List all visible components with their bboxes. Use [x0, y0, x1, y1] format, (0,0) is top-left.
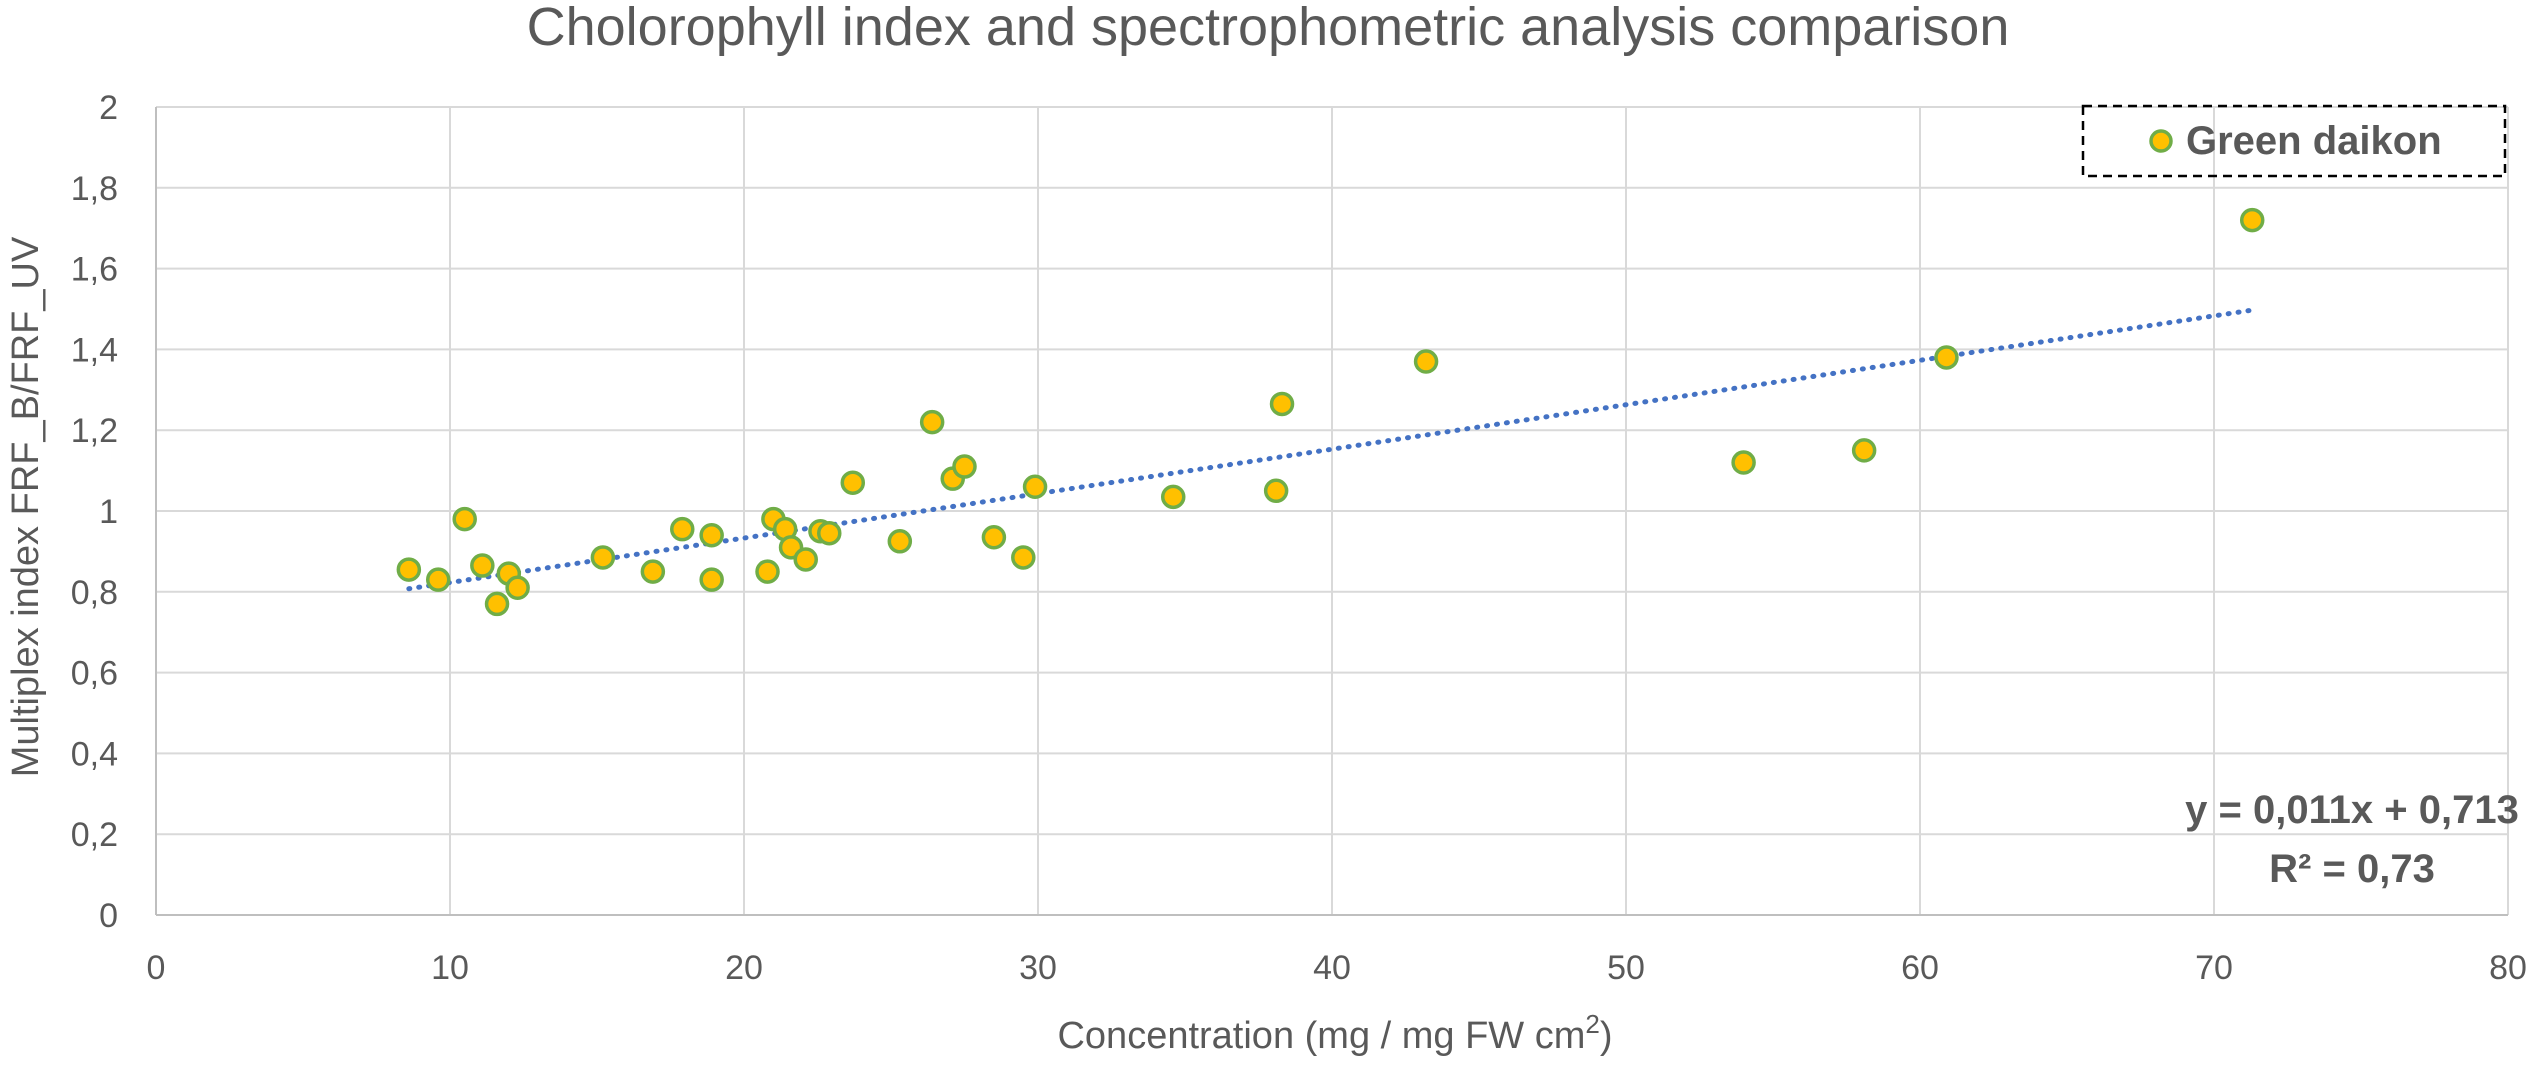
- y-tick-label: 0,2: [71, 816, 118, 854]
- data-point: [1022, 474, 1048, 500]
- y-tick-label: 1: [99, 493, 118, 531]
- grid-layer: [156, 106, 2509, 915]
- data-point: [640, 559, 666, 584]
- trendline-equation: y = 0,011x + 0,713 R² = 0,73: [2185, 788, 2519, 891]
- x-tick-label: 20: [725, 949, 763, 987]
- x-tick-label: 80: [2489, 949, 2527, 987]
- axis-layer: [155, 107, 2508, 916]
- legend-box: [2081, 104, 2507, 178]
- data-point: [2239, 207, 2265, 233]
- x-tick-label: 70: [2195, 949, 2233, 987]
- y-tick-label: 0,6: [71, 655, 118, 693]
- data-point: [1160, 484, 1186, 510]
- x-tick-label: 40: [1313, 949, 1351, 987]
- linear-trendline: [406, 307, 2255, 592]
- legend-label-green-daikon: Green daikon: [2186, 119, 2442, 163]
- x-axis-title-main: Concentration (mg / mg FW cm: [1057, 1015, 1585, 1057]
- y-axis-title: Multiplex index FRF_B/FRF_UV: [5, 236, 47, 777]
- legend: Green daikon: [2081, 104, 2507, 178]
- data-point: [1011, 545, 1036, 570]
- trendline-layer: [406, 307, 2255, 592]
- data-point: [1413, 349, 1439, 374]
- data-point: [1934, 345, 1959, 370]
- y-tick-label: 0,4: [71, 735, 118, 773]
- data-point: [1269, 391, 1295, 417]
- data-point: [887, 529, 913, 554]
- y-tick-label: 2: [99, 89, 118, 127]
- data-point: [981, 525, 1007, 550]
- y-tick-label: 1,4: [71, 331, 118, 369]
- data-point: [1851, 438, 1877, 463]
- data-point: [793, 547, 818, 572]
- x-tick-label: 50: [1607, 949, 1645, 987]
- x-tick-label: 30: [1019, 949, 1057, 987]
- data-point: [484, 591, 510, 617]
- data-point: [1731, 450, 1756, 475]
- y-tick-label: 0,8: [71, 574, 118, 612]
- chart-title: Cholorophyll index and spectrophometric …: [527, 0, 2010, 57]
- data-point: [817, 520, 842, 546]
- data-point: [396, 557, 422, 582]
- x-axis-title: Concentration (mg / mg FW cm2): [1057, 1009, 1612, 1057]
- data-point: [670, 516, 695, 542]
- legend-marker: [2149, 129, 2173, 153]
- data-point: [840, 470, 866, 495]
- data-point: [699, 567, 724, 592]
- data-point: [919, 409, 945, 435]
- data-point: [952, 454, 977, 479]
- data-point: [755, 559, 780, 584]
- data-points: [396, 207, 2265, 617]
- data-point: [470, 553, 495, 578]
- y-tick-label: 1,8: [71, 170, 118, 208]
- tick-labels: 00,20,40,60,811,21,41,61,820 10 20 30 40 50 60…: [71, 89, 2527, 987]
- x-tick-label: 60: [1901, 949, 1939, 987]
- x-tick-label: 0: [147, 949, 166, 987]
- data-point: [699, 522, 724, 548]
- y-tick-label: 1,2: [71, 412, 118, 450]
- data-point: [505, 575, 530, 601]
- data-point: [425, 567, 451, 592]
- trendline-r-squared-text: R² = 0,73: [2269, 847, 2435, 891]
- y-tick-label: 0: [99, 897, 118, 935]
- data-point: [452, 506, 477, 532]
- trendline-equation-text: y = 0,011x + 0,713: [2185, 788, 2519, 832]
- x-tick-label: 10: [431, 949, 469, 987]
- data-point: [1263, 478, 1289, 504]
- x-axis-title-close: ): [1600, 1015, 1613, 1057]
- y-tick-label: 1,6: [71, 251, 118, 289]
- data-point: [590, 545, 616, 570]
- x-axis-title-superscript: 2: [1585, 1009, 1599, 1039]
